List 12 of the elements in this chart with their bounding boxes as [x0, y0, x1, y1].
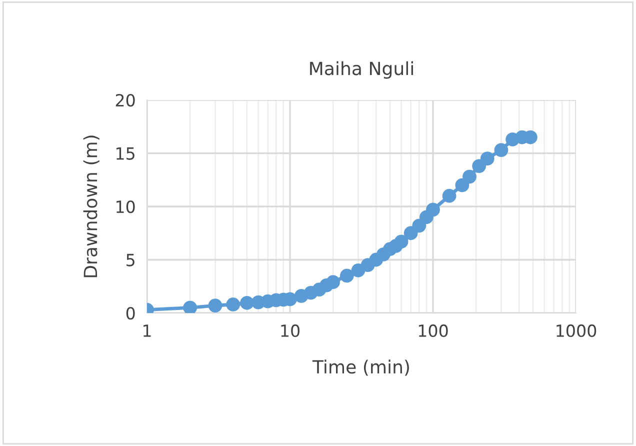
y-tick-label: 20 — [116, 94, 135, 107]
x-tick-label: 100 — [418, 324, 448, 338]
x-tick-label: 10 — [281, 324, 300, 338]
x-tick-label: 1000 — [556, 324, 596, 338]
y-tick-label: 15 — [116, 147, 134, 160]
y-tick-label: 5 — [126, 254, 134, 266]
chart-title: Maiha Nguli — [310, 61, 413, 79]
y-tick-label: 10 — [116, 200, 135, 214]
x-axis-title: Time (min) — [312, 360, 409, 376]
x-tick-label: 1 — [144, 324, 151, 337]
y-tick-label: 0 — [126, 306, 135, 320]
y-axis-title: Drawndown (m) — [83, 136, 100, 278]
